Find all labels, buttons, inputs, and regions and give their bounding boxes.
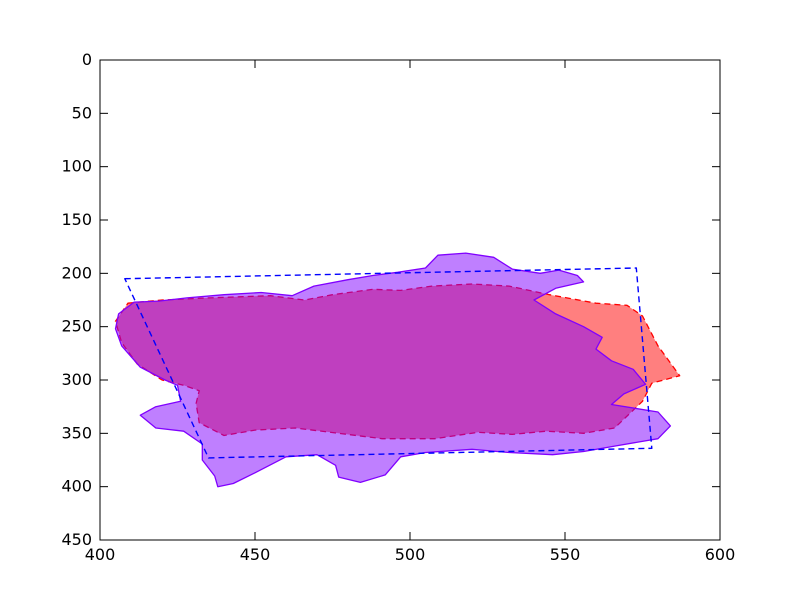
x-tick-label: 400 xyxy=(85,545,116,564)
y-tick-label: 100 xyxy=(61,157,92,176)
plot-layer xyxy=(114,252,681,488)
y-tick-label: 200 xyxy=(61,263,92,282)
y-tick-label: 250 xyxy=(61,317,92,336)
x-tick-label: 550 xyxy=(550,545,581,564)
x-tick-label: 500 xyxy=(395,545,426,564)
y-tick-label: 300 xyxy=(61,370,92,389)
y-tick-label: 400 xyxy=(61,477,92,496)
y-tick-label: 50 xyxy=(72,103,92,122)
y-tick-label: 150 xyxy=(61,210,92,229)
x-tick-label: 600 xyxy=(705,545,736,564)
y-tick-label: 450 xyxy=(61,530,92,549)
dashed-quad-outline xyxy=(124,267,653,459)
y-tick-label: 0 xyxy=(82,50,92,69)
x-tick-label: 450 xyxy=(240,545,271,564)
filled-region-2 xyxy=(114,252,672,488)
y-tick-label: 350 xyxy=(61,423,92,442)
tick-layer: 400 450 500 550 6000501001502002503003504004… xyxy=(61,50,735,564)
